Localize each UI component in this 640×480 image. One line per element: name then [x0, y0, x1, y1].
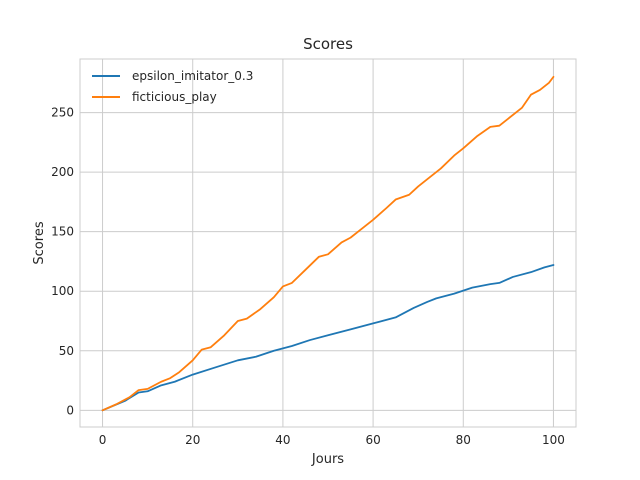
series-line-epsilon_imitator_0.3 — [101, 264, 555, 412]
x-tick-labels: 0 20 40 60 80 100 — [99, 433, 565, 447]
y-tick-label: 50 — [59, 344, 74, 358]
chart-title: Scores — [303, 35, 353, 53]
legend-label: epsilon_imitator_0.3 — [132, 69, 253, 83]
y-tick-label: 0 — [66, 403, 74, 417]
x-tick-label: 80 — [456, 433, 471, 447]
series-line-ficticious_play — [101, 75, 555, 412]
grid — [80, 59, 576, 427]
y-tick-label: 150 — [51, 225, 74, 239]
x-tick-label: 20 — [185, 433, 200, 447]
legend-label: ficticious_play — [132, 90, 217, 104]
x-tick-label: 60 — [365, 433, 380, 447]
legend: epsilon_imitator_0.3 ficticious_play — [92, 69, 253, 104]
x-axis-label: Jours — [311, 452, 344, 467]
y-tick-labels: 0 50 100 150 200 250 — [51, 106, 74, 418]
x-tick-label: 100 — [542, 433, 565, 447]
y-axis-label: Scores — [32, 221, 47, 264]
x-tick-label: 0 — [99, 433, 107, 447]
series-layer — [101, 75, 555, 412]
y-tick-label: 250 — [51, 106, 74, 120]
y-tick-label: 200 — [51, 165, 74, 179]
x-tick-label: 40 — [275, 433, 290, 447]
y-tick-label: 100 — [51, 284, 74, 298]
plot-frame — [79, 58, 577, 428]
